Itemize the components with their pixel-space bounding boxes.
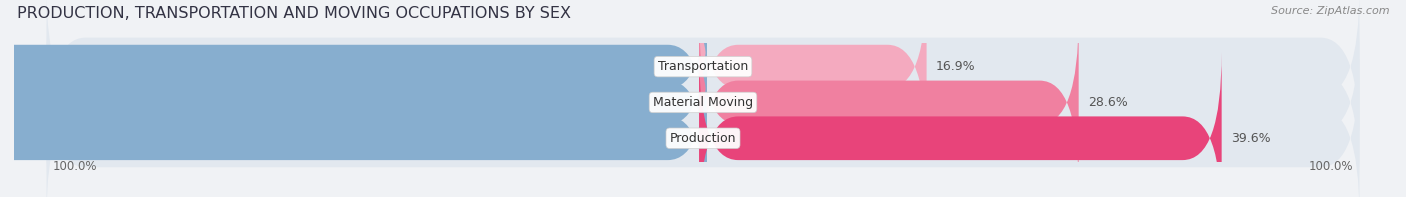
Text: 100.0%: 100.0% <box>53 161 97 174</box>
FancyBboxPatch shape <box>46 60 1360 197</box>
Text: PRODUCTION, TRANSPORTATION AND MOVING OCCUPATIONS BY SEX: PRODUCTION, TRANSPORTATION AND MOVING OC… <box>17 6 571 21</box>
FancyBboxPatch shape <box>0 0 707 152</box>
FancyBboxPatch shape <box>0 53 707 197</box>
Text: 28.6%: 28.6% <box>1088 96 1128 109</box>
FancyBboxPatch shape <box>0 17 707 188</box>
Text: Material Moving: Material Moving <box>652 96 754 109</box>
FancyBboxPatch shape <box>699 17 1078 188</box>
Text: Source: ZipAtlas.com: Source: ZipAtlas.com <box>1271 6 1389 16</box>
Text: 39.6%: 39.6% <box>1230 132 1271 145</box>
FancyBboxPatch shape <box>699 0 927 152</box>
Text: Transportation: Transportation <box>658 60 748 73</box>
FancyBboxPatch shape <box>46 24 1360 181</box>
FancyBboxPatch shape <box>699 53 1222 197</box>
Text: 16.9%: 16.9% <box>935 60 976 73</box>
FancyBboxPatch shape <box>46 0 1360 145</box>
Text: Production: Production <box>669 132 737 145</box>
Text: 100.0%: 100.0% <box>1309 161 1353 174</box>
